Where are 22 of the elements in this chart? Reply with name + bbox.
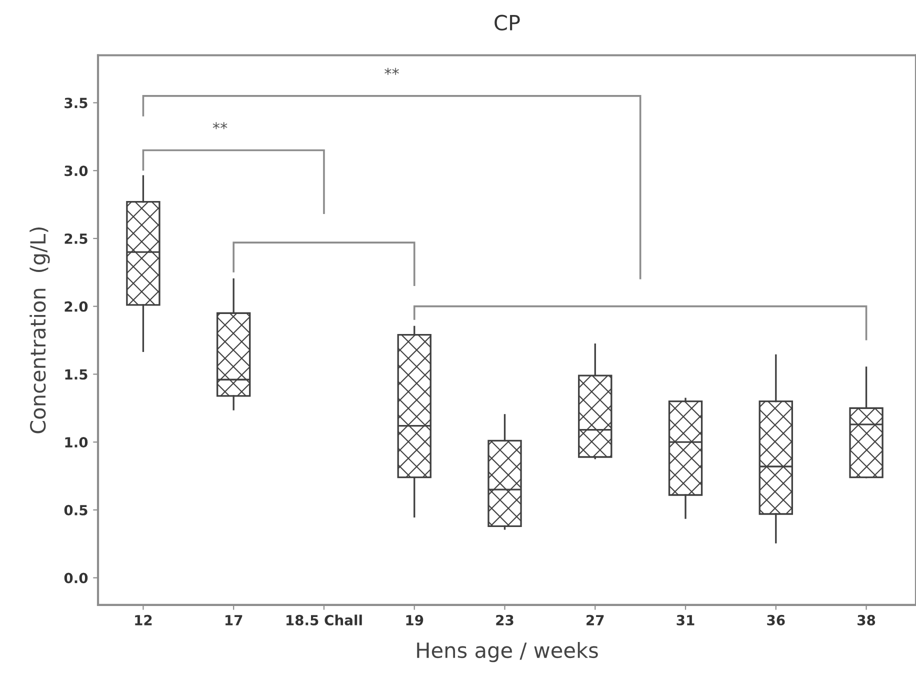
y-tick-label: 2.5 <box>64 233 88 244</box>
x-axis-title: Hens age / weeks <box>417 642 598 662</box>
x-tick-label: 27 <box>586 614 604 626</box>
y-axis-title: Concentration (g/L) <box>30 228 50 434</box>
chart-title: CP <box>494 14 520 31</box>
y-tick-label: 3.5 <box>64 98 88 108</box>
x-tick-label: 12 <box>135 614 152 626</box>
y-tick-label: 3.0 <box>64 166 88 176</box>
x-tick-label: 23 <box>496 614 514 626</box>
annotation: ** <box>384 68 399 75</box>
y-tick-label: 1.5 <box>65 369 88 380</box>
y-tick-label: 0.0 <box>64 572 88 584</box>
x-tick-label: 19 <box>406 614 424 626</box>
annotation: ** <box>212 122 228 130</box>
y-tick-label: 1.0 <box>65 437 88 448</box>
x-tick-label: 17 <box>225 615 242 626</box>
x-tick-label: 36 <box>767 614 785 626</box>
x-tick-label: 18.5 Chall <box>286 614 362 626</box>
y-tick-label: 0.5 <box>64 504 88 516</box>
x-tick-label: 38 <box>858 614 876 626</box>
y-tick-label: 2.0 <box>64 301 88 312</box>
x-tick-label: 31 <box>676 614 694 626</box>
